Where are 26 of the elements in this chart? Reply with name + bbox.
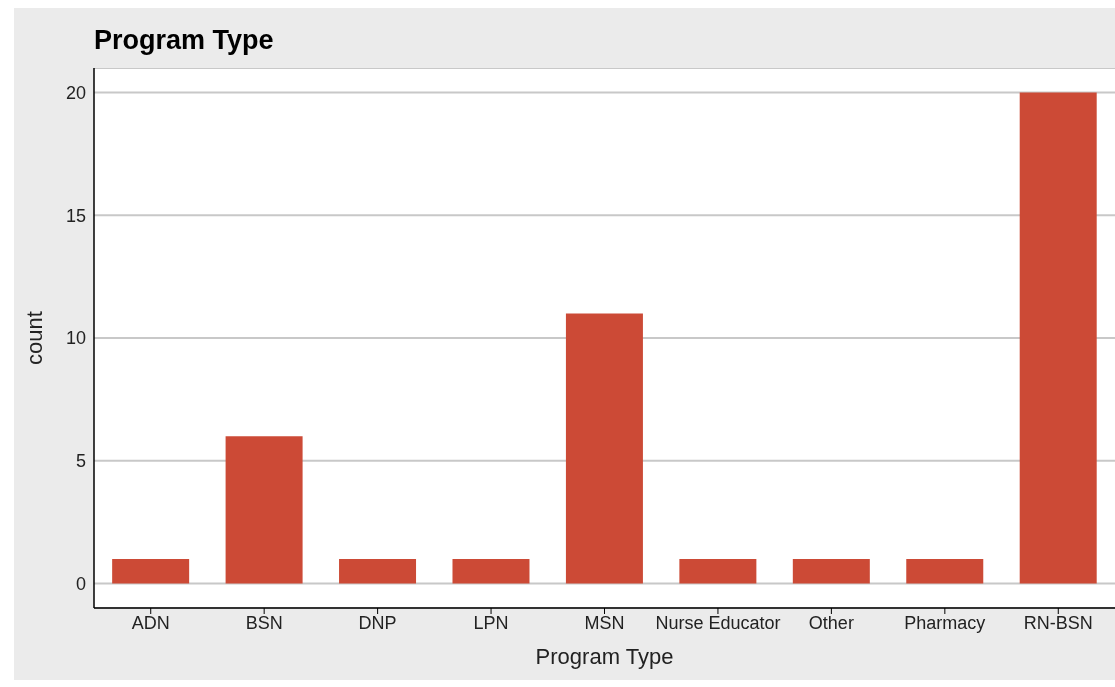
x-axis-title: Program Type	[535, 644, 674, 669]
x-tick-label: DNP	[358, 612, 397, 633]
x-tick-label: LPN	[473, 612, 509, 633]
bar	[225, 436, 303, 584]
y-tick-label: 20	[65, 82, 86, 103]
x-tick-label: Nurse Educator	[655, 612, 781, 633]
y-tick-label: 15	[65, 205, 86, 226]
x-tick-label: Pharmacy	[904, 612, 986, 633]
bar	[452, 558, 530, 584]
y-tick-label: 5	[75, 451, 86, 472]
x-tick-label: MSN	[584, 612, 625, 633]
y-axis-title: count	[21, 311, 47, 365]
bar	[339, 558, 417, 584]
bar	[906, 558, 984, 584]
bar	[1019, 92, 1097, 584]
bar	[679, 558, 757, 584]
y-tick-label: 0	[75, 573, 86, 594]
x-tick-label: ADN	[131, 612, 170, 633]
bar	[112, 558, 190, 584]
bar	[565, 313, 643, 584]
y-tick-label: 10	[65, 328, 86, 349]
x-tick-label: Other	[808, 612, 854, 633]
x-tick-label: BSN	[245, 612, 283, 633]
x-tick-label: RN-BSN	[1023, 612, 1093, 633]
chart-title: Program Type	[94, 25, 274, 56]
bar	[792, 558, 870, 584]
